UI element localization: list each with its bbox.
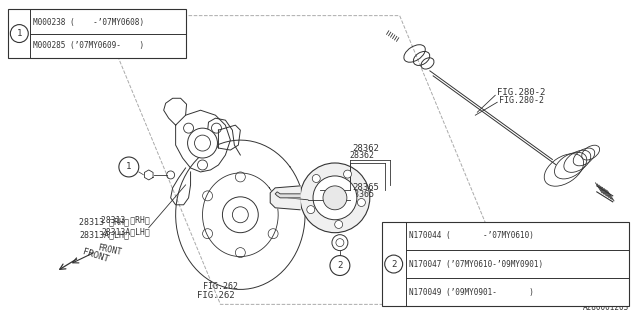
- Text: M000238 (    -’07MY0608): M000238 ( -’07MY0608): [33, 18, 144, 27]
- Text: 28313A〈LH〉: 28313A〈LH〉: [101, 227, 150, 236]
- Circle shape: [330, 256, 350, 276]
- Text: 2: 2: [391, 260, 396, 268]
- Text: 28362: 28362: [350, 150, 375, 160]
- Text: 1: 1: [126, 163, 132, 172]
- Text: 28362: 28362: [352, 144, 379, 153]
- Text: FRONT: FRONT: [81, 247, 109, 264]
- Circle shape: [332, 235, 348, 251]
- Circle shape: [313, 176, 357, 220]
- Polygon shape: [275, 192, 300, 198]
- Circle shape: [300, 163, 370, 233]
- Text: N170049 (’09MY0901-       ): N170049 (’09MY0901- ): [408, 288, 534, 297]
- Circle shape: [307, 206, 315, 214]
- Text: N170044 (       -’07MY0610): N170044 ( -’07MY0610): [408, 231, 534, 240]
- Circle shape: [323, 186, 347, 210]
- Circle shape: [357, 198, 365, 206]
- Text: A280001203: A280001203: [582, 303, 628, 312]
- Circle shape: [335, 220, 342, 228]
- Circle shape: [385, 255, 403, 273]
- Text: 2: 2: [337, 261, 342, 270]
- Text: 28365: 28365: [350, 190, 375, 199]
- Polygon shape: [218, 125, 241, 150]
- Text: N170047 (’07MY0610-’09MY0901): N170047 (’07MY0610-’09MY0901): [408, 260, 543, 268]
- Text: FIG.262: FIG.262: [196, 292, 234, 300]
- Circle shape: [188, 128, 218, 158]
- Text: M000285 (’07MY0609-    ): M000285 (’07MY0609- ): [33, 41, 144, 50]
- Polygon shape: [164, 98, 187, 125]
- FancyBboxPatch shape: [381, 222, 628, 306]
- Text: 28365: 28365: [352, 183, 379, 192]
- Text: FIG.280-2: FIG.280-2: [499, 96, 544, 105]
- Text: 28313 〈RH〉: 28313 〈RH〉: [79, 217, 129, 226]
- Polygon shape: [175, 110, 230, 172]
- Text: 28313 〈RH〉: 28313 〈RH〉: [101, 215, 150, 224]
- Circle shape: [10, 25, 28, 43]
- FancyBboxPatch shape: [8, 9, 186, 59]
- Circle shape: [119, 157, 139, 177]
- Text: FIG.280-2: FIG.280-2: [497, 88, 546, 97]
- Text: FRONT: FRONT: [97, 243, 123, 257]
- Circle shape: [312, 174, 320, 182]
- Text: 1: 1: [17, 29, 22, 38]
- Polygon shape: [270, 186, 300, 210]
- Circle shape: [344, 170, 351, 178]
- Polygon shape: [145, 170, 153, 180]
- Text: FIG.262: FIG.262: [203, 283, 238, 292]
- Text: 28313A〈LH〉: 28313A〈LH〉: [79, 230, 129, 239]
